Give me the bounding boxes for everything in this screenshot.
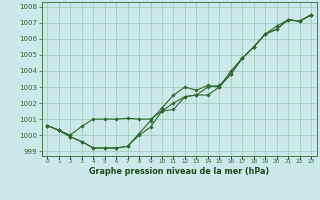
X-axis label: Graphe pression niveau de la mer (hPa): Graphe pression niveau de la mer (hPa): [89, 167, 269, 176]
